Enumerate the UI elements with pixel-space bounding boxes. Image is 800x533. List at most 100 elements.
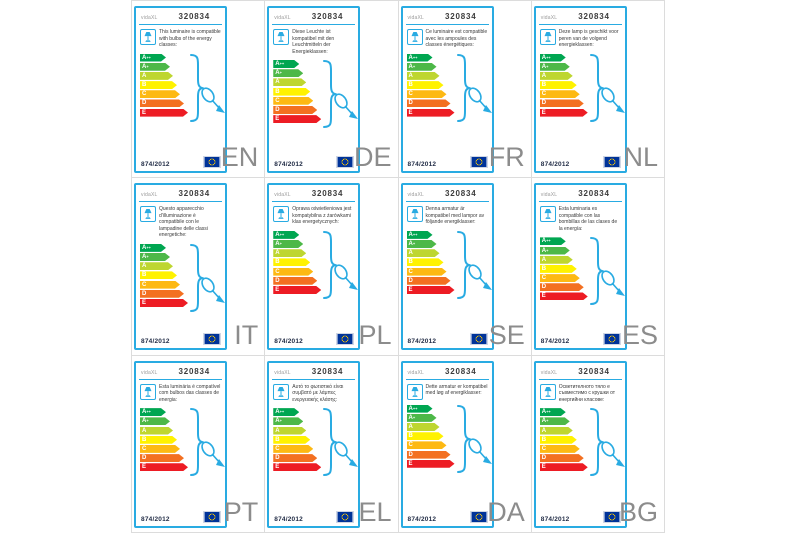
- energy-scale: A ++ A + A B C D E: [407, 53, 492, 122]
- energy-scale: A ++ A + A B C D E: [540, 237, 625, 306]
- label-cell: vidaXL 320834 Oprawa oświetleniowa jest …: [265, 178, 399, 356]
- energy-class-D: D: [140, 454, 184, 462]
- energy-class-B: B: [140, 271, 177, 279]
- card-footer: 874/2012: [141, 510, 221, 523]
- model-number: 320834: [578, 12, 610, 21]
- table-lamp-icon: [273, 29, 290, 45]
- brand-text: vidaXL: [274, 15, 291, 21]
- energy-class-A+: A +: [140, 253, 170, 261]
- language-code: PT: [223, 496, 259, 527]
- energy-class-arrows: A ++ A + A B C D E: [540, 237, 625, 300]
- language-code: BG: [618, 496, 658, 527]
- energy-class-arrows: A ++ A + A B C D E: [140, 408, 225, 471]
- header-divider: [139, 201, 222, 203]
- header-divider: [538, 201, 622, 203]
- bulb-arrow-icon: [467, 438, 492, 464]
- energy-class-A++: A ++: [407, 54, 433, 62]
- energy-class-C: C: [140, 281, 180, 289]
- brand-text: vidaXL: [141, 192, 158, 199]
- curly-brace-icon: [323, 408, 338, 477]
- table-lamp-icon: [539, 383, 556, 400]
- brand-text: vidaXL: [141, 15, 158, 21]
- energy-class-D: D: [273, 454, 317, 462]
- energy-class-E: E: [273, 115, 321, 123]
- eu-flag-icon: [203, 333, 221, 346]
- model-number: 320834: [578, 189, 610, 199]
- energy-class-arrows: A ++ A + A B C D E: [407, 231, 492, 294]
- eu-flag-icon: [469, 333, 488, 346]
- energy-class-E: E: [140, 109, 188, 117]
- energy-class-D: D: [540, 283, 584, 291]
- energy-class-C: C: [273, 268, 313, 276]
- compatibility-description: Ce luminaire est compatible avec les amp…: [425, 29, 488, 48]
- energy-class-A: A: [140, 427, 173, 435]
- energy-class-D: D: [273, 106, 317, 114]
- brand-text: vidaXL: [540, 192, 558, 199]
- energy-class-A: A: [407, 249, 440, 257]
- energy-class-A: A: [273, 249, 306, 257]
- energy-class-E: E: [407, 109, 455, 117]
- description-row: Esta luminária é compatível com bulbos d…: [136, 380, 225, 404]
- energy-class-A+: A +: [407, 414, 437, 422]
- label-cell: vidaXL 320834 Ce luminaire est compatibl…: [398, 1, 532, 179]
- energy-scale: A ++ A + A B C D E: [407, 230, 492, 299]
- header-divider: [272, 201, 356, 203]
- energy-scale: A ++ A + A B C D E: [140, 408, 225, 477]
- model-number: 320834: [578, 366, 610, 376]
- model-number: 320834: [311, 366, 344, 376]
- model-number: 320834: [445, 189, 477, 199]
- eu-flag-icon: [602, 333, 621, 346]
- eu-flag-icon: [336, 156, 355, 168]
- energy-class-B: B: [273, 258, 310, 266]
- card-footer: 874/2012: [541, 333, 621, 346]
- curly-brace-icon: [323, 230, 338, 299]
- energy-scale: A ++ A + A B C D E: [273, 230, 359, 299]
- header-divider: [405, 378, 489, 380]
- energy-class-A: A: [540, 72, 573, 80]
- brand-text: vidaXL: [141, 369, 158, 376]
- energy-class-B: B: [540, 436, 577, 444]
- energy-class-arrows: A ++ A + A B C D E: [273, 60, 358, 123]
- energy-class-E: E: [140, 299, 188, 307]
- energy-class-B: B: [407, 258, 444, 266]
- brand-text: vidaXL: [407, 369, 424, 376]
- label-cell: vidaXL 320834 Questo apparecchio d'illum…: [132, 178, 266, 356]
- eu-flag-icon: [469, 156, 488, 168]
- bulb-arrow-icon: [201, 441, 225, 468]
- brand-text: vidaXL: [407, 15, 424, 21]
- energy-label-card: vidaXL 320834 This luminaire is compatib…: [134, 6, 227, 173]
- energy-label-card: vidaXL 320834 Questo apparecchio d'illum…: [134, 183, 227, 351]
- card-header: vidaXL 320834: [136, 363, 225, 378]
- eu-flag-icon: [336, 510, 355, 523]
- compatibility-description: Dette armatur er kompatibel med løg af e…: [425, 383, 488, 397]
- energy-class-arrows: A ++ A + A B C D E: [407, 405, 492, 468]
- description-row: Questo apparecchio d'illuminazione è com…: [136, 202, 225, 239]
- card-header: vidaXL 320834: [536, 8, 625, 23]
- energy-class-A: A: [407, 72, 440, 80]
- description-row: Ce luminaire est compatible avec les amp…: [403, 25, 492, 49]
- curly-brace-icon: [589, 408, 604, 477]
- description-row: Αυτό το φωτιστικό είναι συμβατό με λάμπε…: [269, 380, 358, 404]
- bulb-arrow-icon: [334, 93, 359, 119]
- bulb-arrow-icon: [334, 441, 359, 468]
- energy-class-A+: A +: [273, 69, 303, 77]
- header-divider: [538, 24, 622, 25]
- energy-class-A+: A +: [140, 63, 170, 71]
- card-header: vidaXL 320834: [403, 8, 492, 23]
- bulb-arrow-icon: [601, 86, 625, 113]
- energy-class-arrows: A ++ A + A B C D E: [273, 408, 358, 471]
- header-divider: [272, 24, 356, 25]
- energy-class-C: C: [273, 445, 313, 453]
- eu-flag-icon: [602, 510, 621, 523]
- compatibility-description: This luminaire is compatible with bulbs …: [159, 29, 221, 48]
- eu-flag-icon: [203, 510, 221, 523]
- energy-class-C: C: [407, 90, 447, 98]
- energy-class-A: A: [273, 78, 306, 86]
- bulb-arrow-icon: [467, 86, 492, 113]
- energy-class-A: A: [407, 423, 440, 431]
- card-header: vidaXL 320834: [269, 363, 358, 378]
- energy-class-D: D: [273, 277, 317, 285]
- card-header: vidaXL 320834: [536, 363, 625, 378]
- card-header: vidaXL 320834: [136, 8, 225, 23]
- brand-text: vidaXL: [407, 192, 424, 199]
